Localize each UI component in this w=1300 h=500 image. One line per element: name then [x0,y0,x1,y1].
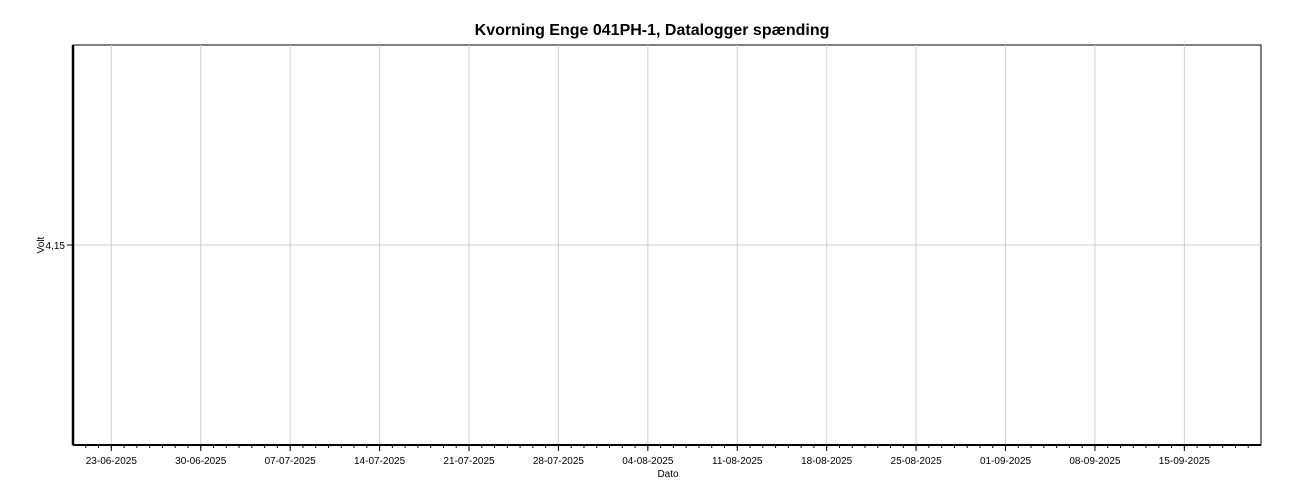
x-tick-label: 28-07-2025 [533,456,585,467]
x-tick-label: 23-06-2025 [86,456,138,467]
x-tick-label: 07-07-2025 [265,456,317,467]
y-tick-label: 4,15 [46,241,66,252]
x-tick-label: 18-08-2025 [801,456,853,467]
y-axis-ticks: 4,15 [46,241,73,252]
x-tick-label: 15-09-2025 [1159,456,1211,467]
y-axis-label: Volt [36,236,47,253]
x-tick-label: 14-07-2025 [354,456,406,467]
x-axis-ticks: 23-06-2025 30-06-2025 07-07-2025 14-07-2025… [86,445,1211,467]
x-tick-label: 30-06-2025 [175,456,227,467]
x-tick-label: 11-08-2025 [712,456,763,467]
grid-lines [73,45,1261,445]
x-tick-label: 04-08-2025 [622,456,674,467]
x-tick-label: 01-09-2025 [980,456,1032,467]
chart-title: Kvorning Enge 041PH-1, Datalogger spændi… [475,22,830,39]
x-tick-label: 08-09-2025 [1069,456,1121,467]
x-tick-label: 21-07-2025 [443,456,495,467]
x-tick-label: 25-08-2025 [891,456,943,467]
x-axis-label: Dato [657,469,679,480]
